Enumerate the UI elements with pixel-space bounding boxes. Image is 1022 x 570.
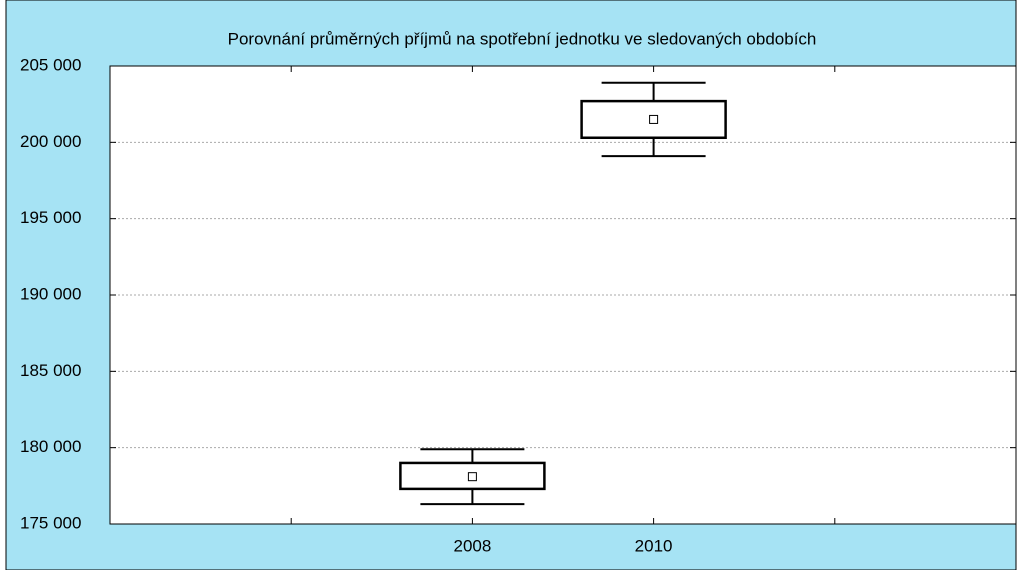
y-tick-label: 195 000 (20, 208, 81, 227)
y-tick-label: 190 000 (20, 284, 81, 303)
y-tick-label: 185 000 (20, 361, 81, 380)
y-tick-label: 180 000 (20, 437, 81, 456)
mean-marker (467, 472, 477, 482)
x-tick-label: 2010 (635, 536, 673, 555)
chart-title: Porovnání průměrných příjmů na spotřební… (228, 29, 817, 48)
y-tick-label: 175 000 (20, 513, 81, 532)
y-tick-label: 205 000 (20, 55, 81, 74)
mean-marker (649, 114, 659, 124)
y-tick-label: 200 000 (20, 132, 81, 151)
x-tick-label: 2008 (453, 536, 491, 555)
